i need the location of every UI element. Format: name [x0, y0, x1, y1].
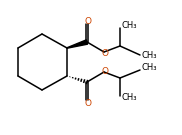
- Text: O: O: [84, 99, 92, 107]
- Text: O: O: [102, 67, 108, 75]
- Text: CH₃: CH₃: [141, 51, 157, 60]
- Text: O: O: [84, 18, 92, 26]
- Text: CH₃: CH₃: [141, 63, 157, 72]
- Text: O: O: [102, 48, 108, 58]
- Text: CH₃: CH₃: [121, 21, 137, 31]
- Text: CH₃: CH₃: [121, 94, 137, 102]
- Polygon shape: [67, 40, 88, 48]
